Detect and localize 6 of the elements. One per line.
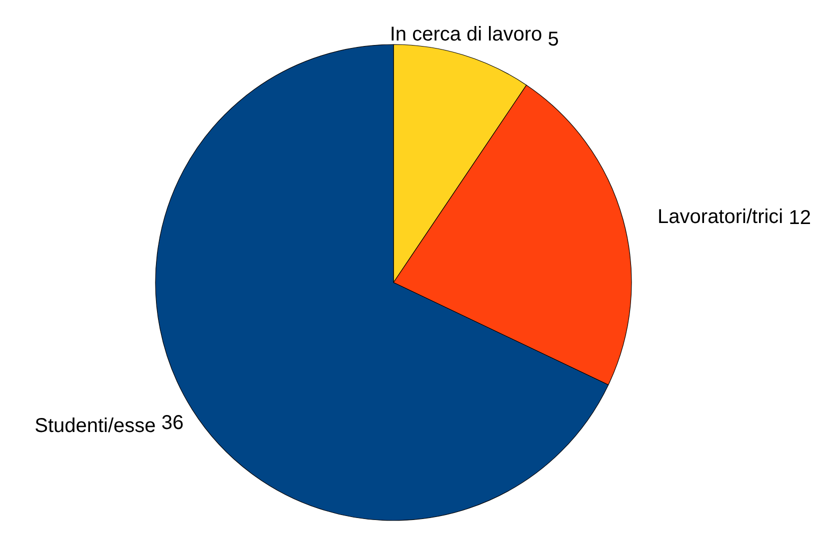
- data-label: 5: [548, 28, 559, 50]
- slice-label: In cerca di lavoro: [390, 23, 542, 46]
- data-label: 36: [161, 412, 184, 434]
- slice-label: Lavoratori/trici: [658, 206, 784, 228]
- slice-label: Studenti/esse: [34, 414, 156, 437]
- data-label: 12: [788, 207, 811, 230]
